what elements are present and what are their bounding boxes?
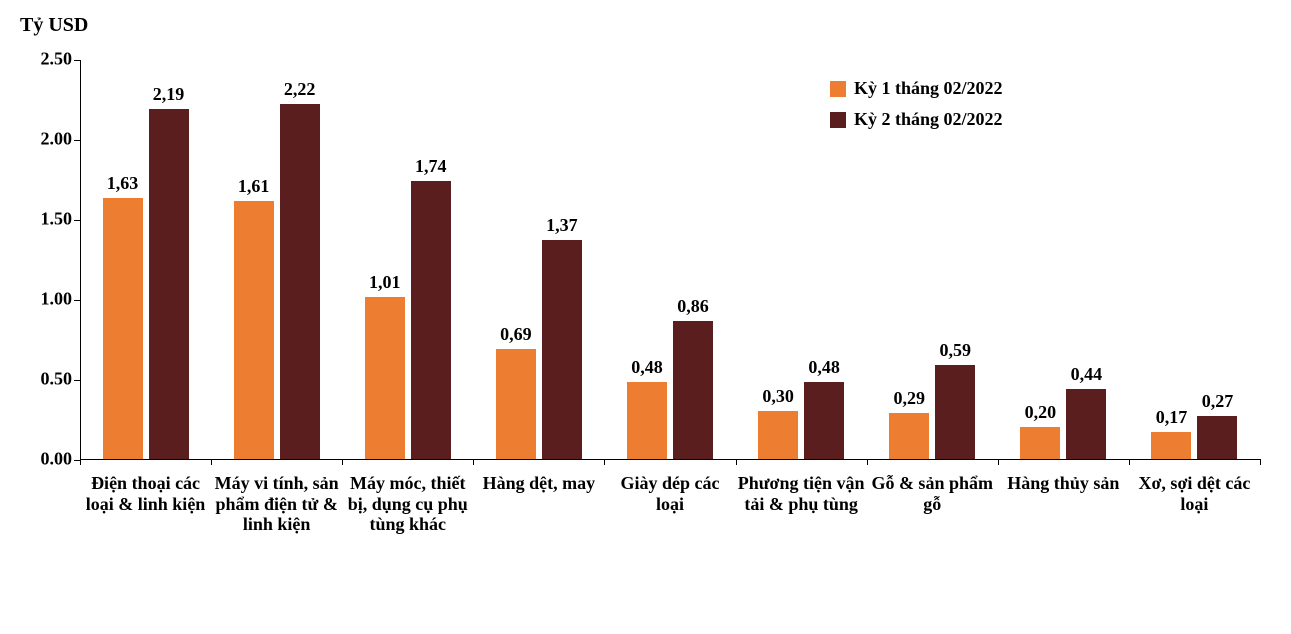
x-category-label: Gỗ & sản phẩm gỗ — [867, 459, 998, 514]
bar: 0,29 — [889, 413, 929, 459]
bar-value-label: 1,37 — [546, 215, 578, 240]
legend-label-1: Kỳ 1 tháng 02/2022 — [854, 78, 1003, 99]
bar-value-label: 0,59 — [939, 340, 971, 365]
bar-value-label: 1,74 — [415, 156, 447, 181]
export-chart: Tỷ USD 0.000.501.001.502.002.501,632,19Đ… — [0, 0, 1291, 634]
bar-value-label: 0,17 — [1156, 407, 1188, 432]
legend-swatch-2 — [830, 112, 846, 128]
bar: 0,48 — [804, 382, 844, 459]
bar: 0,48 — [627, 382, 667, 459]
y-tick-label: 1.00 — [41, 289, 81, 310]
bar: 1,37 — [542, 240, 582, 459]
bar-value-label: 0,44 — [1071, 364, 1103, 389]
y-tick-label: 0.00 — [41, 449, 81, 470]
bar-value-label: 1,61 — [238, 176, 270, 201]
x-tick-mark — [1260, 459, 1261, 465]
legend-label-2: Kỳ 2 tháng 02/2022 — [854, 109, 1003, 130]
bar: 0,69 — [496, 349, 536, 459]
bar: 0,86 — [673, 321, 713, 459]
bar-value-label: 0,20 — [1025, 402, 1057, 427]
bar-value-label: 2,22 — [284, 79, 316, 104]
bar-value-label: 2,19 — [153, 84, 185, 109]
bar: 2,22 — [280, 104, 320, 459]
legend-item-series-2: Kỳ 2 tháng 02/2022 — [830, 109, 1003, 130]
y-tick-label: 0.50 — [41, 369, 81, 390]
bar-value-label: 0,27 — [1202, 391, 1234, 416]
x-category-label: Máy vi tính, sản phẩm điện tử & linh kiệ… — [211, 459, 342, 535]
legend-swatch-1 — [830, 81, 846, 97]
y-tick-label: 1.50 — [41, 209, 81, 230]
legend-item-series-1: Kỳ 1 tháng 02/2022 — [830, 78, 1003, 99]
bar-value-label: 1,63 — [107, 173, 139, 198]
bar: 0,27 — [1197, 416, 1237, 459]
x-category-label: Điện thoại các loại & linh kiện — [80, 459, 211, 514]
bar-value-label: 0,30 — [762, 386, 794, 411]
legend: Kỳ 1 tháng 02/2022 Kỳ 2 tháng 02/2022 — [830, 78, 1003, 130]
bar: 1,63 — [103, 198, 143, 459]
bar-value-label: 0,29 — [893, 388, 925, 413]
bar: 1,01 — [365, 297, 405, 459]
y-tick-label: 2.50 — [41, 49, 81, 70]
bar: 0,20 — [1020, 427, 1060, 459]
bar: 0,17 — [1151, 432, 1191, 459]
y-axis — [80, 60, 81, 459]
plot-area: 0.000.501.001.502.002.501,632,19Điện tho… — [80, 60, 1260, 460]
bar-value-label: 1,01 — [369, 272, 401, 297]
x-category-label: Hàng dệt, may — [473, 459, 604, 494]
x-category-label: Giày dép các loại — [604, 459, 735, 514]
bar-value-label: 0,48 — [808, 357, 840, 382]
x-category-label: Xơ, sợi dệt các loại — [1129, 459, 1260, 514]
bar-value-label: 0,86 — [677, 296, 709, 321]
x-category-label: Phương tiện vận tải & phụ tùng — [736, 459, 867, 514]
bar: 1,61 — [234, 201, 274, 459]
bar: 1,74 — [411, 181, 451, 459]
x-category-label: Hàng thủy sản — [998, 459, 1129, 494]
y-tick-label: 2.00 — [41, 129, 81, 150]
x-category-label: Máy móc, thiết bị, dụng cụ phụ tùng khác — [342, 459, 473, 535]
y-axis-title: Tỷ USD — [20, 14, 88, 37]
bar: 2,19 — [149, 109, 189, 459]
bar: 0,30 — [758, 411, 798, 459]
bar: 0,44 — [1066, 389, 1106, 459]
bar: 0,59 — [935, 365, 975, 459]
bar-value-label: 0,69 — [500, 324, 532, 349]
bar-value-label: 0,48 — [631, 357, 663, 382]
